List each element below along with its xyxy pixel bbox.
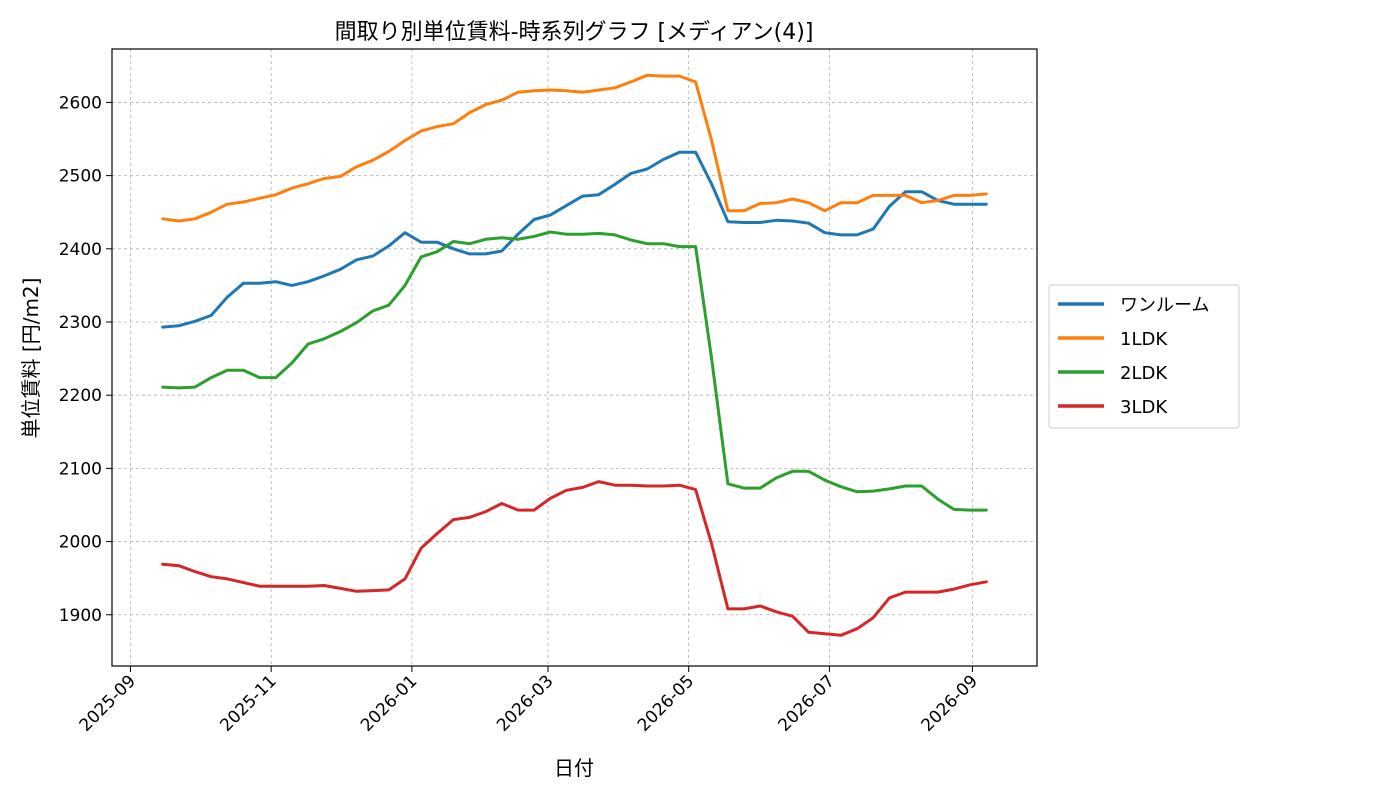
y-tick-label: 1900: [59, 606, 102, 626]
x-axis-label: 日付: [554, 756, 594, 780]
series-line-4: [161, 480, 988, 637]
x-tick-label: 2026-01: [357, 671, 421, 735]
y-axis-label: 単位賃料 [円/m2]: [19, 278, 43, 439]
legend-box: [1048, 284, 1240, 429]
legend-item-label: 3LDK: [1120, 397, 1168, 418]
x-tick-label: 2026-03: [493, 671, 557, 735]
series-line-3: [161, 230, 988, 512]
y-tick-label: 2000: [59, 533, 102, 553]
series-line-1: [161, 150, 988, 329]
chart-title: 間取り別単位賃料-時系列グラフ [メディアン(4)]: [335, 20, 814, 45]
y-tick-label: 2200: [59, 386, 102, 406]
x-tick-label: 2026-07: [775, 671, 839, 735]
x-tick-label: 2026-05: [634, 671, 698, 735]
y-tick-label: 2400: [59, 240, 102, 260]
legend-item-label: 2LDK: [1120, 363, 1168, 384]
series-line-2: [161, 73, 988, 223]
legend-item-label: 1LDK: [1120, 329, 1168, 350]
x-tick-label: 2025-11: [216, 671, 280, 735]
grid: [112, 49, 1037, 666]
y-axis-ticks: 1900 2000 2100 2200 2300 2400 2500 2600: [59, 93, 112, 626]
legend: ワンルーム 1LDK 2LDK 3LDK: [1048, 284, 1240, 429]
series-lines: [161, 73, 988, 637]
y-tick-label: 2600: [59, 93, 102, 113]
x-tick-label: 2026-09: [918, 671, 982, 735]
y-tick-label: 2500: [59, 167, 102, 187]
y-tick-label: 2100: [59, 459, 102, 479]
legend-item-label: ワンルーム: [1120, 295, 1209, 316]
plot-frame: [111, 48, 1038, 667]
y-tick-label: 2300: [59, 313, 102, 333]
x-axis-ticks: 2025-09 2025-11 2026-01 2026-03 2026-05 2026-…: [76, 666, 982, 736]
x-tick-label: 2025-09: [76, 671, 140, 735]
